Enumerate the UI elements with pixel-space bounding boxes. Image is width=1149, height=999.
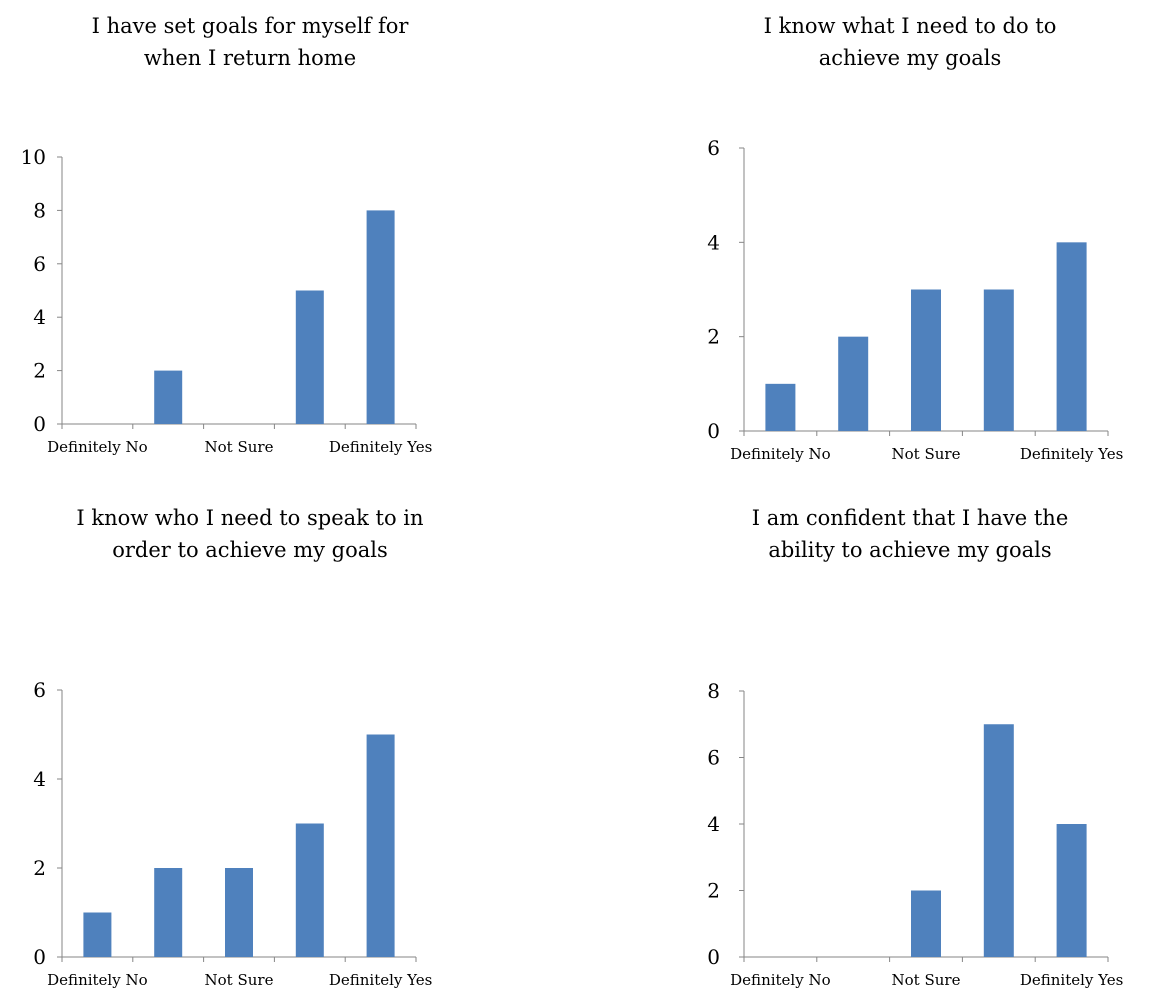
x-category-label: Not Sure — [892, 445, 961, 463]
bar — [225, 868, 253, 957]
x-category-label: Definitely Yes — [329, 971, 432, 989]
y-tick-label: 2 — [33, 856, 46, 880]
x-category-label: Definitely No — [730, 971, 830, 989]
bar — [1056, 242, 1087, 431]
bar — [983, 724, 1014, 957]
y-tick-label: 6 — [707, 136, 720, 160]
bar — [911, 289, 941, 431]
x-category-label: Definitely No — [47, 438, 147, 456]
bar — [154, 868, 183, 957]
bar — [366, 734, 395, 957]
y-tick-label: 4 — [707, 812, 720, 836]
x-category-label: Definitely Yes — [1020, 445, 1123, 463]
y-tick-label: 4 — [33, 767, 46, 791]
chart-title: I have set goals for myself for when I r… — [91, 14, 409, 70]
y-tick-label: 0 — [33, 412, 46, 436]
y-tick-label: 6 — [33, 678, 46, 702]
bar — [295, 290, 324, 424]
bar — [983, 289, 1014, 431]
bar — [366, 210, 395, 424]
chart-title: I know who I need to speak to in order t… — [76, 506, 424, 562]
bar — [83, 912, 112, 957]
bar — [1056, 824, 1087, 957]
y-tick-label: 8 — [33, 198, 46, 222]
bar — [838, 336, 869, 431]
y-tick-label: 2 — [707, 879, 720, 903]
bar — [765, 383, 796, 431]
y-tick-label: 6 — [707, 746, 720, 770]
x-category-label: Not Sure — [205, 438, 274, 456]
chart-title: I am confident that I have the ability t… — [751, 506, 1069, 562]
y-tick-label: 6 — [33, 252, 46, 276]
chart-title: I know what I need to do to achieve my g… — [763, 14, 1057, 70]
x-category-label: Definitely No — [730, 445, 830, 463]
x-category-label: Not Sure — [205, 971, 274, 989]
x-category-label: Definitely No — [47, 971, 147, 989]
y-tick-label: 10 — [21, 145, 46, 169]
y-tick-label: 0 — [33, 945, 46, 969]
bar — [295, 823, 324, 957]
x-category-label: Definitely Yes — [329, 438, 432, 456]
y-tick-label: 0 — [707, 419, 720, 443]
y-tick-label: 2 — [33, 359, 46, 383]
y-tick-label: 4 — [33, 305, 46, 329]
y-tick-label: 2 — [707, 325, 720, 349]
x-category-label: Definitely Yes — [1020, 971, 1123, 989]
bar — [154, 370, 183, 424]
y-tick-label: 4 — [707, 230, 720, 254]
x-category-label: Not Sure — [892, 971, 961, 989]
bar — [911, 890, 941, 957]
y-tick-label: 8 — [707, 679, 720, 703]
y-tick-label: 0 — [707, 945, 720, 969]
